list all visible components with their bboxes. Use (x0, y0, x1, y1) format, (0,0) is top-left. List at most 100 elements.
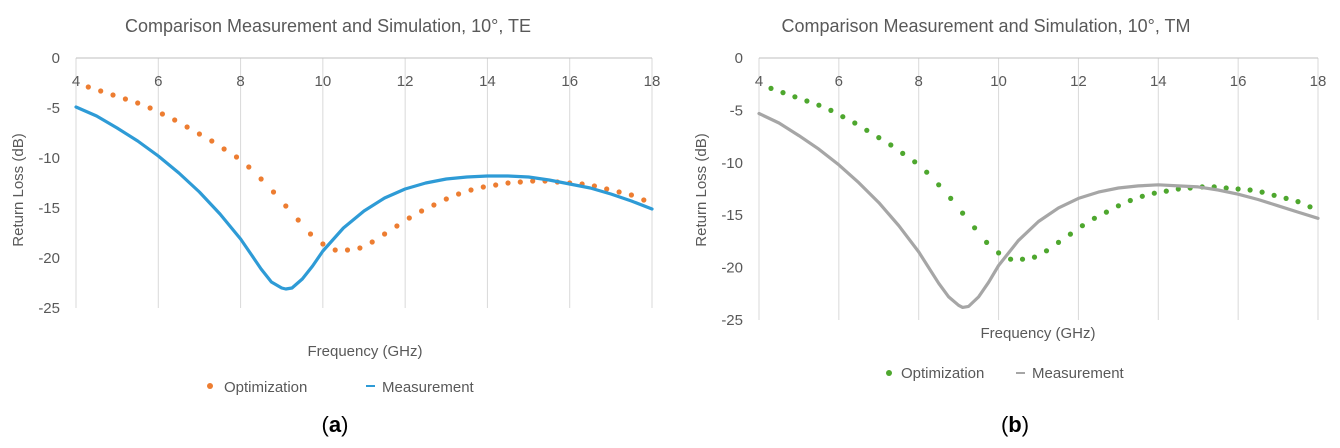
series-optimization-point (616, 189, 622, 195)
series-optimization-point (641, 197, 647, 203)
caption-b-letter: b (1008, 412, 1022, 437)
series-optimization-point (1055, 239, 1062, 245)
series-optimization-point (505, 180, 511, 186)
series-optimization-point (1259, 189, 1265, 195)
series-optimization-point (1091, 215, 1097, 221)
series-optimization-point (1175, 186, 1181, 192)
legend: Optimization Measurement (886, 365, 1125, 382)
series-optimization-point (948, 195, 954, 201)
series-optimization-point (221, 146, 227, 152)
series-optimization-point (320, 241, 326, 247)
y-tick-label: 0 (735, 50, 743, 67)
series-optimization-point (1151, 190, 1157, 196)
x-tick-label: 18 (1310, 73, 1327, 90)
x-tick-label: 8 (236, 73, 244, 90)
series-optimization-point (1295, 199, 1301, 205)
series-measurement-line (757, 111, 1320, 309)
y-tick-label: -5 (47, 100, 60, 117)
x-axis-label: Frequency (GHz) (980, 325, 1095, 342)
series-optimization-point (307, 231, 314, 237)
series-optimization-point (804, 98, 810, 104)
series-optimization-point (172, 117, 178, 123)
series-optimization-point (480, 184, 486, 190)
series-optimization-point (984, 239, 990, 245)
chart-te: Comparison Measurement and Simulation, 1… (10, 16, 660, 396)
legend-measurement-label: Measurement (1032, 365, 1125, 382)
series-optimization-point (456, 191, 462, 197)
legend-optimization-marker (207, 383, 213, 389)
series-optimization-point (1008, 256, 1014, 262)
series-optimization-point (1127, 197, 1133, 204)
series-optimization-point (85, 84, 91, 90)
series-optimization-point (443, 196, 449, 202)
series-optimization-point (147, 105, 153, 111)
x-tick-label: 16 (1230, 73, 1247, 90)
series-optimization-point (270, 189, 277, 195)
chart-title: Comparison Measurement and Simulation, 1… (125, 16, 531, 36)
series-optimization-point (768, 85, 774, 91)
series-optimization-point (1043, 248, 1050, 254)
x-tick-label: 10 (315, 73, 332, 90)
series-optimization-point (1223, 185, 1229, 191)
x-tick-label: 6 (835, 73, 843, 90)
series-optimization-point (876, 135, 882, 141)
series-optimization-point (852, 120, 858, 126)
y-tick-label: 0 (52, 50, 60, 67)
series-optimization-point (912, 159, 918, 165)
series-optimization-point (295, 217, 301, 223)
series-measurement-line (74, 105, 654, 291)
y-axis-label: Return Loss (dB) (693, 133, 710, 246)
series-optimization-point (258, 176, 264, 182)
y-tick-label: -25 (721, 312, 743, 329)
legend-measurement-label: Measurement (382, 379, 475, 396)
series-optimization-point (196, 131, 202, 137)
series-optimization-point (110, 92, 116, 98)
series-optimization-point (936, 182, 942, 188)
series-optimization-point (1019, 256, 1026, 262)
series-optimization-point (900, 150, 906, 156)
y-axis-label: Return Loss (dB) (10, 133, 27, 246)
series-optimization-point (283, 203, 289, 209)
x-axis-label: Frequency (GHz) (307, 343, 422, 360)
series-optimization-point (493, 182, 499, 188)
series-optimization-point (1235, 186, 1241, 192)
series-optimization-point (628, 192, 635, 198)
legend-optimization-marker (886, 370, 892, 376)
series-optimization-point (419, 208, 425, 214)
series-optimization-point (233, 154, 240, 160)
caption-b: (b) (1000, 412, 1030, 437)
x-tick-label: 4 (72, 73, 80, 90)
y-tick-label: -20 (38, 250, 60, 267)
series-optimization-point (1067, 231, 1073, 237)
x-tick-label: 14 (479, 73, 496, 90)
x-tick-label: 4 (755, 73, 763, 90)
chart-title: Comparison Measurement and Simulation, 1… (781, 16, 1190, 36)
series-optimization-point (1283, 195, 1289, 201)
x-tick-label: 12 (397, 73, 414, 90)
caption-a-letter: a (328, 412, 342, 437)
series-optimization-point (98, 88, 104, 94)
y-tick-label: -15 (721, 207, 743, 224)
series-optimization-point (1139, 193, 1145, 199)
series-optimization-point (780, 90, 786, 96)
series-optimization-point (792, 94, 798, 100)
y-tick-label: -25 (38, 300, 60, 317)
series-optimization-point (828, 107, 834, 113)
plot-area: 4 6 8 10 12 14 16 18 0 -5 -10 -15 -20 -25 (721, 50, 1326, 329)
chart-tm: Comparison Measurement and Simulation, 1… (693, 16, 1326, 382)
series-optimization-point (1103, 209, 1109, 215)
x-tick-label: 14 (1150, 73, 1167, 90)
series-optimization-point (406, 215, 412, 221)
x-tick-label: 6 (154, 73, 162, 90)
series-optimization-point (122, 96, 128, 102)
series-optimization-point (1115, 203, 1121, 209)
series-optimization-point (1031, 254, 1038, 260)
series-optimization-point (1079, 223, 1085, 229)
x-tick-label: 12 (1070, 73, 1087, 90)
series-optimization-point (369, 239, 375, 245)
series-optimization-point (1307, 204, 1313, 210)
series-optimization-point (864, 127, 870, 133)
x-tick-label: 16 (561, 73, 578, 90)
series-optimization-point (382, 231, 388, 237)
legend-optimization-label: Optimization (224, 379, 307, 396)
